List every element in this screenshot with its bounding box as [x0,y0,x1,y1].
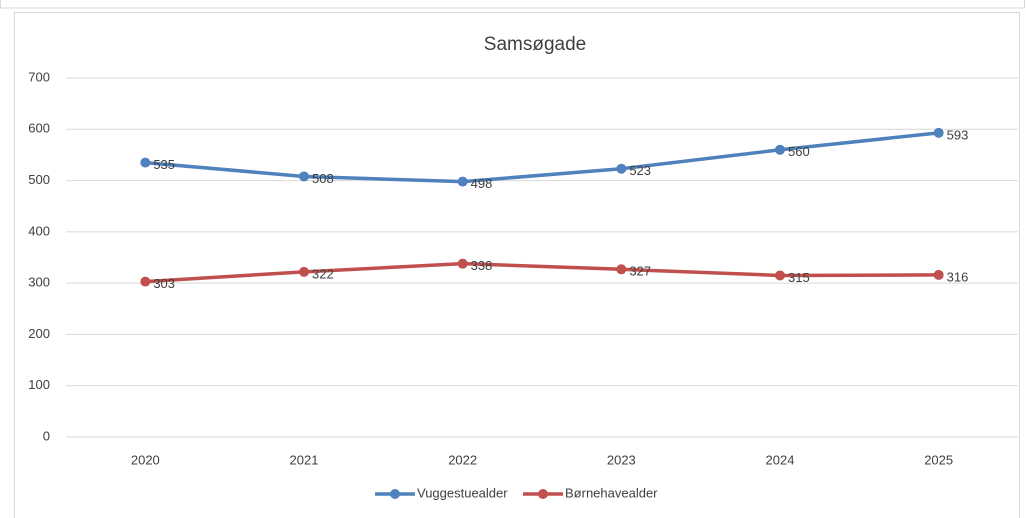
data-label: 508 [312,171,334,186]
point [775,270,785,281]
point [140,276,151,287]
y-tick-label: 0 [43,428,50,443]
x-tick-label: 2024 [766,452,795,467]
y-tick-label: 500 [28,172,50,187]
y-tick-label: 100 [28,377,50,392]
point [616,163,627,174]
data-label: 523 [629,163,651,178]
chart-title: Samsøgade [484,34,586,55]
data-label: 303 [153,276,175,291]
point [616,264,627,275]
x-tick-label: 2023 [607,452,636,467]
point [933,127,944,138]
point [933,269,944,280]
series-line [145,131,939,184]
y-tick-label: 600 [28,121,50,136]
data-label: 327 [629,264,651,279]
data-label: 593 [947,127,969,142]
top-frame [0,0,1025,9]
point [299,171,309,182]
y-tick-label: 400 [28,223,50,238]
legend-label: Børnehavealder [565,485,658,500]
data-label: 535 [153,157,175,172]
x-tick-label: 2022 [448,452,477,467]
point [299,266,309,277]
series-line [145,261,939,284]
point [140,157,151,168]
point [775,144,785,155]
x-tick-label: 2020 [131,452,160,467]
data-label: 338 [471,258,493,273]
data-label: 315 [788,270,810,285]
y-tick-label: 700 [28,69,50,84]
data-label: 322 [312,266,334,281]
x-tick-label: 2021 [290,452,319,467]
data-label: 560 [788,144,810,159]
legend-label: Vuggestuealder [417,485,508,500]
legend-marker [390,489,400,499]
x-tick-label: 2025 [924,452,953,467]
legend-marker [538,489,548,499]
point [457,176,468,187]
y-tick-label: 200 [28,326,50,341]
y-tick-label: 300 [28,275,50,290]
point [457,258,468,269]
data-label: 316 [947,269,969,284]
data-label: 498 [471,176,493,191]
